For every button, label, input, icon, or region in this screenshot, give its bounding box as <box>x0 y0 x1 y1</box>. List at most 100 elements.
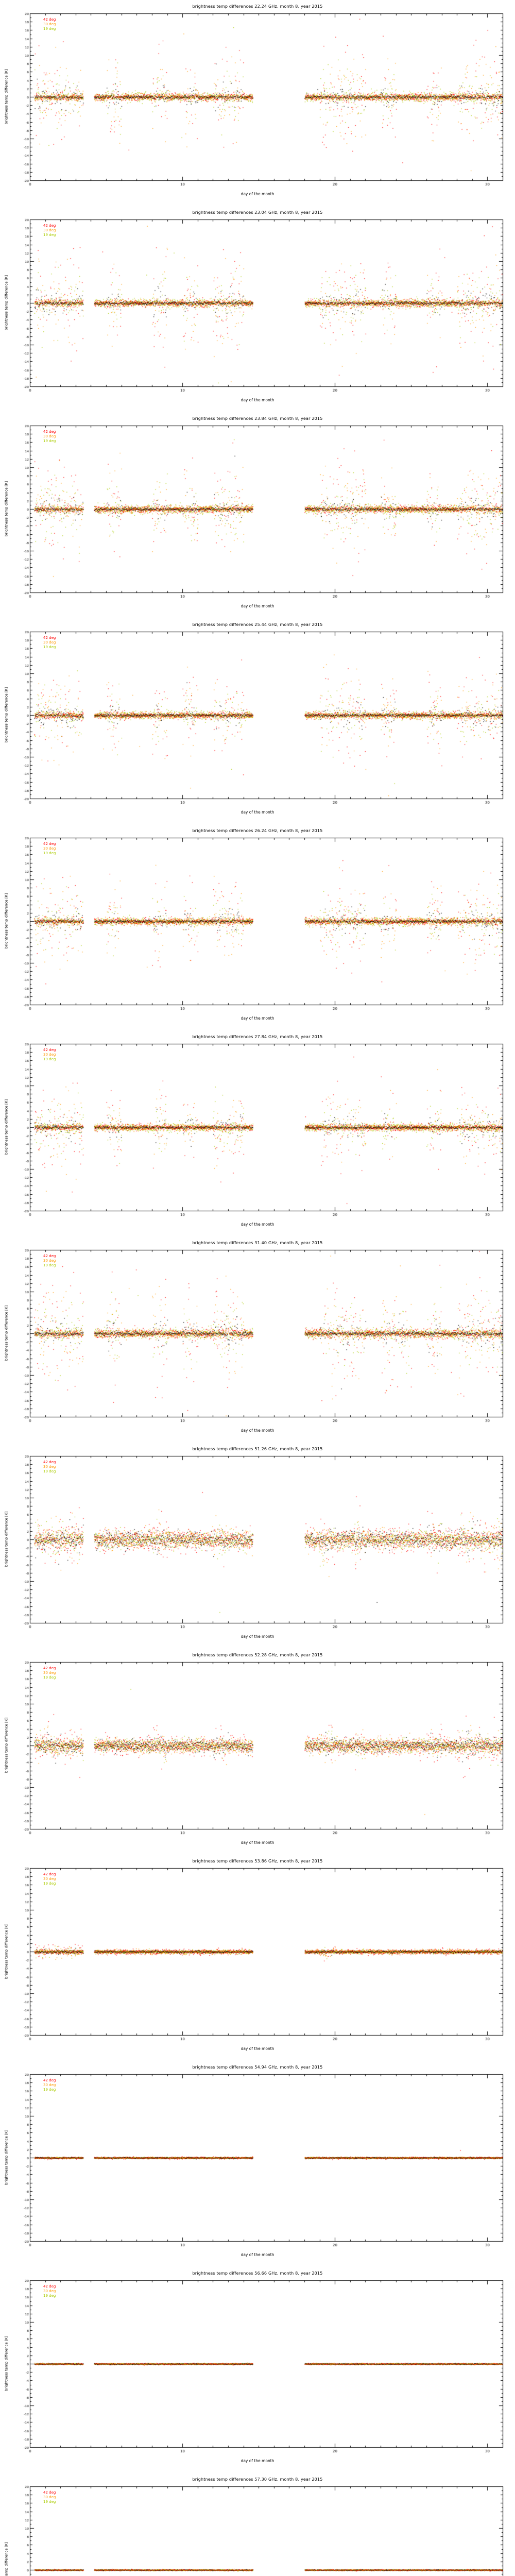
scatter-plot-canvas <box>0 2473 515 2576</box>
plot-title: brightness temp differences 54.94 GHz, m… <box>192 2065 323 2070</box>
y-axis-label: brightness temp difference [K] <box>4 2129 9 2185</box>
plot-panel: brightness temp differences 23.84 GHz, m… <box>0 412 515 618</box>
legend-entry: 19 deg <box>43 2500 56 2504</box>
legend-entry: 19 deg <box>43 851 56 855</box>
legend-entry: 42 deg <box>43 430 56 434</box>
plot-panel: brightness temp differences 56.66 GHz, m… <box>0 2267 515 2473</box>
legend-entry: 30 deg <box>43 434 56 438</box>
x-axis-label: day of the month <box>241 192 274 196</box>
legend-entry: 30 deg <box>43 640 56 645</box>
legend-entry: 42 deg <box>43 1254 56 1258</box>
plot-title: brightness temp differences 23.84 GHz, m… <box>192 416 323 421</box>
plot-title: brightness temp differences 56.66 GHz, m… <box>192 2271 323 2276</box>
x-axis-label: day of the month <box>241 1222 274 1227</box>
x-axis-label: day of the month <box>241 604 274 608</box>
x-axis-label: day of the month <box>241 1016 274 1021</box>
plot-panel: brightness temp differences 27.84 GHz, m… <box>0 1030 515 1236</box>
legend: 42 deg 30 deg 19 deg <box>43 224 56 238</box>
legend-entry: 42 deg <box>43 2284 56 2289</box>
scatter-plot-canvas <box>0 0 515 206</box>
legend-entry: 30 deg <box>43 846 56 851</box>
plot-panel: brightness temp differences 26.24 GHz, m… <box>0 824 515 1030</box>
plot-title: brightness temp differences 27.84 GHz, m… <box>192 1035 323 1039</box>
legend: 42 deg 30 deg 19 deg <box>43 636 56 650</box>
legend-entry: 19 deg <box>43 233 56 237</box>
x-axis-label: day of the month <box>241 398 274 402</box>
y-axis-label: brightness temp difference [K] <box>4 1099 9 1155</box>
legend-entry: 19 deg <box>43 1675 56 1680</box>
legend: 42 deg 30 deg 19 deg <box>43 1254 56 1268</box>
legend-entry: 19 deg <box>43 1469 56 1473</box>
plot-panel: brightness temp differences 54.94 GHz, m… <box>0 2061 515 2267</box>
legend: 42 deg 30 deg 19 deg <box>43 2490 56 2504</box>
y-axis-label: brightness temp difference [K] <box>4 1717 9 1773</box>
x-axis-label: day of the month <box>241 1428 274 1433</box>
legend-entry: 19 deg <box>43 27 56 31</box>
legend-entry: 30 deg <box>43 1259 56 1263</box>
y-axis-label: brightness temp difference [K] <box>4 1923 9 1979</box>
legend-entry: 30 deg <box>43 2083 56 2087</box>
legend-entry: 42 deg <box>43 18 56 22</box>
y-axis-label: brightness temp difference [K] <box>4 1511 9 1567</box>
legend: 42 deg 30 deg 19 deg <box>43 1460 56 1474</box>
legend-entry: 42 deg <box>43 1872 56 1876</box>
plot-panel: brightness temp differences 51.26 GHz, m… <box>0 1443 515 1649</box>
plot-title: brightness temp differences 23.04 GHz, m… <box>192 210 323 215</box>
legend-entry: 42 deg <box>43 1460 56 1464</box>
plot-title: brightness temp differences 22.24 GHz, m… <box>192 4 323 9</box>
legend-entry: 19 deg <box>43 645 56 649</box>
legend-entry: 19 deg <box>43 1057 56 1061</box>
legend-entry: 42 deg <box>43 2078 56 2082</box>
x-axis-label: day of the month <box>241 2459 274 2463</box>
y-axis-label: brightness temp difference [K] <box>4 275 9 331</box>
scatter-plot-canvas <box>0 1649 515 1855</box>
x-axis-label: day of the month <box>241 1634 274 1639</box>
scatter-plot-canvas <box>0 824 515 1030</box>
plot-title: brightness temp differences 31.40 GHz, m… <box>192 1241 323 1245</box>
plot-panel: brightness temp differences 57.30 GHz, m… <box>0 2473 515 2576</box>
legend-entry: 30 deg <box>43 1877 56 1881</box>
plot-title: brightness temp differences 51.26 GHz, m… <box>192 1447 323 1451</box>
plot-title: brightness temp differences 52.28 GHz, m… <box>192 1653 323 1657</box>
y-axis-label: brightness temp difference [K] <box>4 481 9 537</box>
legend: 42 deg 30 deg 19 deg <box>43 2284 56 2298</box>
legend-entry: 42 deg <box>43 224 56 228</box>
legend-entry: 42 deg <box>43 842 56 846</box>
legend-entry: 30 deg <box>43 1053 56 1057</box>
scatter-plot-canvas <box>0 412 515 618</box>
scatter-plot-canvas <box>0 1855 515 2061</box>
legend: 42 deg 30 deg 19 deg <box>43 1666 56 1680</box>
y-axis-label: brightness temp difference [K] <box>4 69 9 125</box>
y-axis-label: brightness temp difference [K] <box>4 1305 9 1361</box>
legend-entry: 19 deg <box>43 1882 56 1886</box>
legend-entry: 30 deg <box>43 228 56 232</box>
legend: 42 deg 30 deg 19 deg <box>43 842 56 856</box>
scatter-plot-canvas <box>0 1030 515 1236</box>
plot-title: brightness temp differences 53.86 GHz, m… <box>192 1859 323 1863</box>
y-axis-label: brightness temp difference [K] <box>4 687 9 743</box>
legend-entry: 19 deg <box>43 2294 56 2298</box>
legend-entry: 19 deg <box>43 2088 56 2092</box>
legend-entry: 30 deg <box>43 1671 56 1675</box>
scatter-plot-canvas <box>0 1443 515 1649</box>
legend-entry: 19 deg <box>43 439 56 443</box>
legend-entry: 30 deg <box>43 2495 56 2499</box>
legend-entry: 19 deg <box>43 1263 56 1267</box>
x-axis-label: day of the month <box>241 2046 274 2051</box>
legend-entry: 30 deg <box>43 2289 56 2293</box>
plot-panel: brightness temp differences 22.24 GHz, m… <box>0 0 515 206</box>
scatter-plot-canvas <box>0 1236 515 1443</box>
plot-panel: brightness temp differences 25.44 GHz, m… <box>0 618 515 824</box>
plot-title: brightness temp differences 57.30 GHz, m… <box>192 2477 323 2482</box>
y-axis-label: brightness temp difference [K] <box>4 2541 9 2576</box>
plot-panel: brightness temp differences 31.40 GHz, m… <box>0 1236 515 1443</box>
plot-panel: brightness temp differences 52.28 GHz, m… <box>0 1649 515 1855</box>
legend-entry: 42 deg <box>43 1048 56 1052</box>
legend-entry: 42 deg <box>43 1666 56 1670</box>
y-axis-label: brightness temp difference [K] <box>4 893 9 949</box>
plot-title: brightness temp differences 26.24 GHz, m… <box>192 828 323 833</box>
legend: 42 deg 30 deg 19 deg <box>43 2078 56 2092</box>
plot-title: brightness temp differences 25.44 GHz, m… <box>192 622 323 627</box>
legend: 42 deg 30 deg 19 deg <box>43 1872 56 1886</box>
